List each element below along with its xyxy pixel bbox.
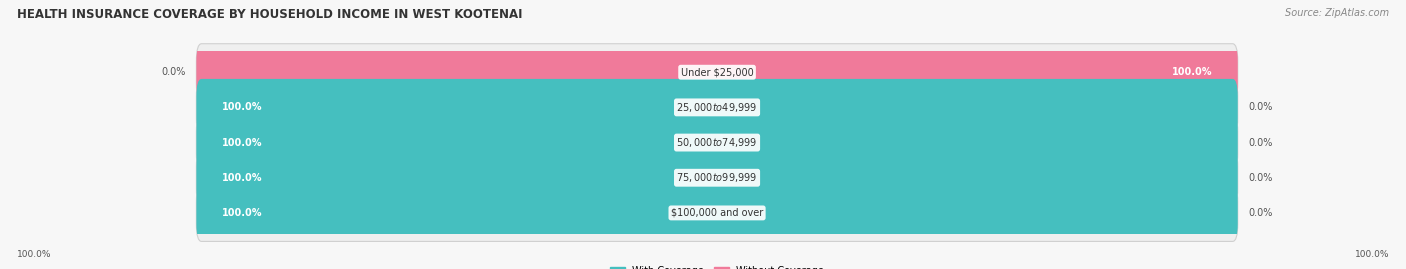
FancyBboxPatch shape xyxy=(197,185,1237,241)
Text: 100.0%: 100.0% xyxy=(222,208,263,218)
Text: HEALTH INSURANCE COVERAGE BY HOUSEHOLD INCOME IN WEST KOOTENAI: HEALTH INSURANCE COVERAGE BY HOUSEHOLD I… xyxy=(17,8,523,21)
Text: 0.0%: 0.0% xyxy=(1249,102,1272,112)
Text: $25,000 to $49,999: $25,000 to $49,999 xyxy=(676,101,758,114)
Text: $75,000 to $99,999: $75,000 to $99,999 xyxy=(676,171,758,184)
Text: 0.0%: 0.0% xyxy=(1249,173,1272,183)
FancyBboxPatch shape xyxy=(197,185,1237,241)
Text: 100.0%: 100.0% xyxy=(222,102,263,112)
Text: Under $25,000: Under $25,000 xyxy=(681,67,754,77)
FancyBboxPatch shape xyxy=(197,44,1237,101)
FancyBboxPatch shape xyxy=(197,79,1237,136)
Text: 100.0%: 100.0% xyxy=(1354,250,1389,259)
FancyBboxPatch shape xyxy=(197,79,1237,136)
Text: 0.0%: 0.0% xyxy=(1249,208,1272,218)
FancyBboxPatch shape xyxy=(197,114,1237,171)
FancyBboxPatch shape xyxy=(197,149,1237,206)
Text: 100.0%: 100.0% xyxy=(222,173,263,183)
FancyBboxPatch shape xyxy=(197,149,1237,206)
Text: 0.0%: 0.0% xyxy=(1249,137,1272,148)
Text: 100.0%: 100.0% xyxy=(17,250,52,259)
FancyBboxPatch shape xyxy=(197,114,1237,171)
FancyBboxPatch shape xyxy=(197,44,1237,101)
Legend: With Coverage, Without Coverage: With Coverage, Without Coverage xyxy=(606,263,828,269)
Text: Source: ZipAtlas.com: Source: ZipAtlas.com xyxy=(1285,8,1389,18)
Text: 100.0%: 100.0% xyxy=(222,137,263,148)
Text: $100,000 and over: $100,000 and over xyxy=(671,208,763,218)
Text: 0.0%: 0.0% xyxy=(162,67,186,77)
Text: $50,000 to $74,999: $50,000 to $74,999 xyxy=(676,136,758,149)
Text: 100.0%: 100.0% xyxy=(1171,67,1212,77)
